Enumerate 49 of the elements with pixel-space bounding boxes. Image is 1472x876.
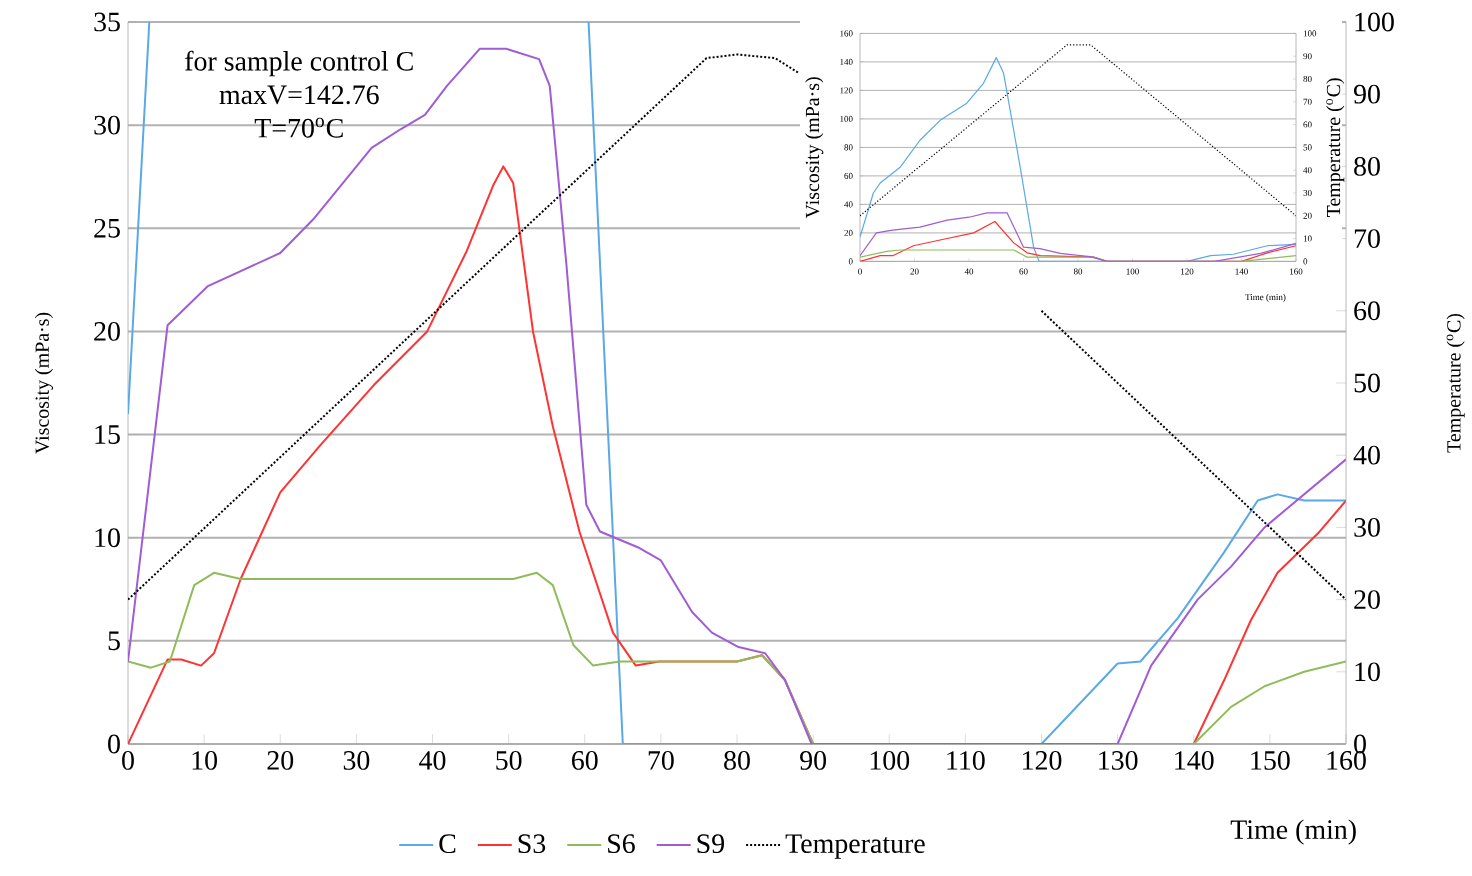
x-tick-label: 80 [724, 751, 750, 770]
x-tick-label: 50 [496, 751, 522, 770]
x-tick-label: 130 [1099, 751, 1138, 770]
x-tick-label: 30 [343, 751, 370, 770]
x-axis-title: Time (min) [1230, 819, 1356, 845]
x-tick-label: 160 [1327, 751, 1366, 770]
y-axis-title: Viscosity (mPa·s) [805, 77, 824, 219]
legend-label: Temperature [785, 834, 925, 859]
y2-tick-label: 100 [1355, 12, 1394, 32]
y2-tick-label: 20 [1354, 590, 1380, 610]
y2-axis-title: Temperature ($^{o}$C) [1326, 78, 1345, 217]
y2-tick-label: 0 [1354, 734, 1366, 754]
y2-tick-label: 30 [1354, 517, 1380, 537]
x-tick-label: 150 [1251, 751, 1290, 770]
y-tick-label: 25 [94, 218, 120, 238]
y2-tick-label: 70 [1354, 229, 1380, 249]
y-tick-label: 20 [94, 322, 120, 341]
y-tick-label: 0 [108, 734, 120, 754]
y2-tick-label: 50 [1354, 373, 1380, 393]
y2-tick-label: 60 [1354, 301, 1380, 321]
x-tick-label: 70 [648, 751, 674, 770]
x-tick-label: 120 [1023, 751, 1062, 770]
y2-tick-label: 90 [1353, 84, 1380, 104]
x-tick-label: 20 [267, 751, 294, 770]
x-tick-label: 90 [800, 751, 827, 770]
annotation: maxV=142.76 [219, 85, 379, 105]
y-tick-label: 5 [108, 631, 120, 651]
y2-tick-label: 40 [1353, 445, 1380, 465]
y2-tick-label: 10 [1355, 662, 1380, 682]
y2-axis-title: Temperature ($^{o}$C) [1446, 313, 1465, 453]
x-tick-label: 10 [192, 751, 217, 770]
x-tick-label: 100 [870, 751, 910, 770]
legend-label: C [439, 834, 456, 854]
legend-label: S6 [608, 834, 635, 854]
y2-tick-label: 80 [1354, 156, 1380, 176]
y-axis-title: Viscosity (mPa·s) [34, 312, 54, 454]
x-tick-label: 60 [571, 751, 598, 770]
legend-label: S9 [697, 834, 725, 854]
x-tick-label: 110 [947, 751, 985, 770]
y-tick-label: 30 [94, 115, 120, 135]
y-tick-label: 10 [95, 528, 120, 548]
y-tick-label: 35 [94, 12, 120, 32]
x-tick-label: 40 [419, 751, 446, 770]
annotation: for sample control C [185, 50, 413, 77]
annotation: T=70$^{o}$C [254, 117, 343, 138]
x-tick-label: 140 [1175, 751, 1214, 770]
y-tick-label: 15 [95, 425, 120, 444]
x-tick-label: 0 [122, 751, 134, 770]
legend-label: S3 [518, 834, 546, 854]
